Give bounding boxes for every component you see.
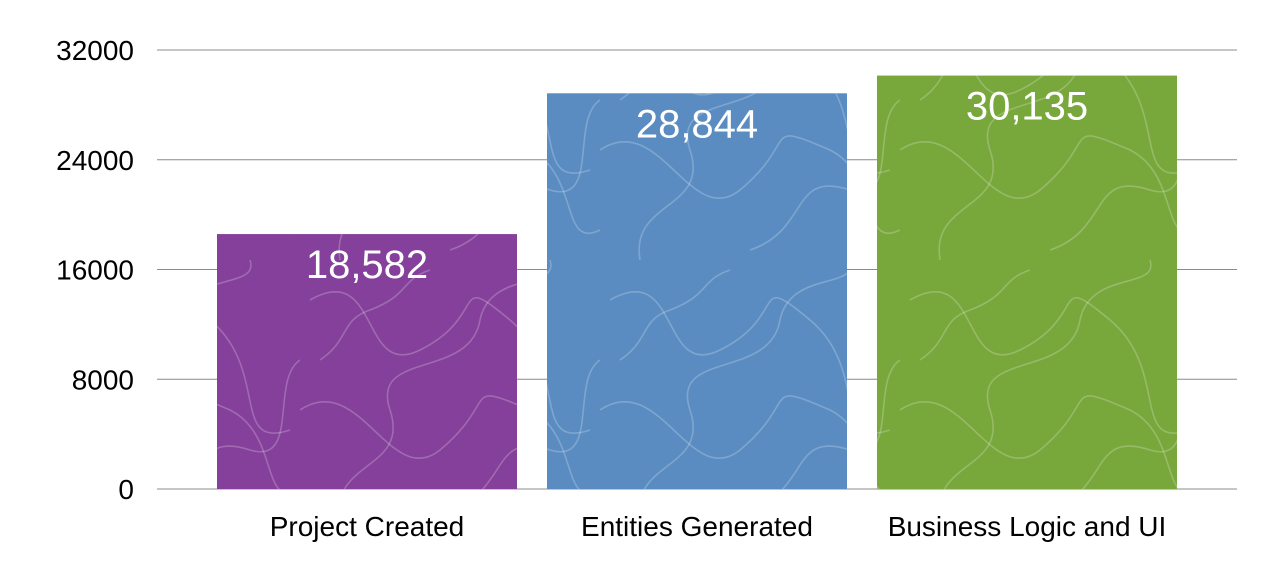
y-tick-label: 16000: [56, 255, 134, 286]
bars: [217, 75, 1177, 489]
y-tick-label: 0: [118, 474, 134, 505]
data-label: 30,135: [966, 85, 1088, 129]
data-label: 28,844: [636, 102, 758, 146]
bar-group: [547, 93, 847, 489]
bar-texture: [217, 234, 517, 489]
data-label: 18,582: [306, 243, 428, 287]
y-tick-label: 24000: [56, 145, 134, 176]
y-axis-ticks: 0 8000 16000 24000 32000: [56, 35, 134, 505]
bar-group: [877, 75, 1177, 489]
bar-texture: [547, 93, 847, 489]
x-category-label: Entities Generated: [581, 511, 813, 542]
data-labels: 18,582 28,844 30,135: [306, 85, 1088, 287]
x-category-label: Project Created: [270, 511, 465, 542]
bar-texture: [877, 75, 1177, 489]
y-tick-label: 32000: [56, 35, 134, 66]
bar-group: [217, 234, 517, 489]
x-category-label: Business Logic and UI: [888, 511, 1167, 542]
x-axis-labels: Project Created Entities Generated Busines…: [270, 511, 1167, 542]
y-tick-label: 8000: [72, 364, 134, 395]
